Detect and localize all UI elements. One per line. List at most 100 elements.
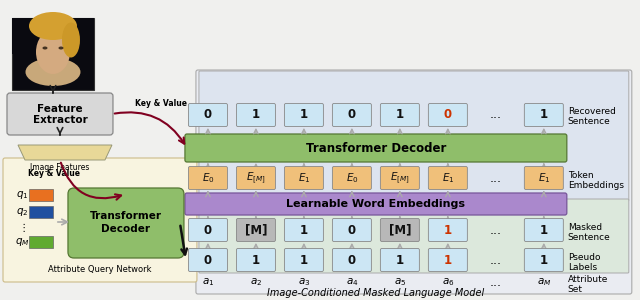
FancyBboxPatch shape (236, 248, 275, 272)
FancyBboxPatch shape (332, 103, 371, 127)
FancyBboxPatch shape (284, 167, 323, 190)
Text: 0: 0 (444, 109, 452, 122)
Text: ...: ... (490, 109, 502, 122)
Text: ...: ... (490, 172, 502, 184)
Text: $E_1$: $E_1$ (298, 171, 310, 185)
FancyBboxPatch shape (380, 218, 419, 242)
FancyBboxPatch shape (524, 103, 563, 127)
FancyBboxPatch shape (380, 248, 419, 272)
FancyBboxPatch shape (524, 248, 563, 272)
Text: 1: 1 (300, 109, 308, 122)
Text: $E_1$: $E_1$ (538, 171, 550, 185)
Text: Attribute Query Network: Attribute Query Network (48, 266, 152, 274)
FancyBboxPatch shape (284, 218, 323, 242)
Text: $E_{[M]}$: $E_{[M]}$ (246, 170, 266, 186)
Text: ...: ... (490, 275, 502, 289)
FancyBboxPatch shape (236, 218, 275, 242)
FancyBboxPatch shape (284, 248, 323, 272)
FancyBboxPatch shape (196, 70, 632, 294)
Text: Transformer Decoder: Transformer Decoder (306, 142, 446, 154)
Text: Image Features: Image Features (30, 163, 90, 172)
Text: $q_M$: $q_M$ (15, 236, 29, 248)
Text: Transformer: Transformer (90, 211, 162, 221)
Text: Set: Set (568, 284, 583, 293)
Polygon shape (18, 145, 112, 160)
Ellipse shape (42, 46, 47, 50)
Text: [M]: [M] (388, 224, 411, 236)
Text: Token: Token (568, 170, 593, 179)
Text: Attribute: Attribute (568, 274, 608, 284)
Ellipse shape (29, 12, 77, 40)
Text: $q_1$: $q_1$ (16, 189, 28, 201)
Ellipse shape (26, 58, 81, 86)
FancyBboxPatch shape (29, 189, 53, 201)
FancyBboxPatch shape (380, 167, 419, 190)
FancyBboxPatch shape (236, 167, 275, 190)
FancyBboxPatch shape (7, 93, 113, 135)
FancyBboxPatch shape (428, 218, 467, 242)
Text: ...: ... (490, 224, 502, 236)
Text: 1: 1 (444, 254, 452, 266)
FancyBboxPatch shape (29, 206, 53, 218)
Text: 1: 1 (444, 224, 452, 236)
FancyBboxPatch shape (428, 248, 467, 272)
FancyBboxPatch shape (332, 248, 371, 272)
FancyBboxPatch shape (12, 18, 94, 54)
Text: $E_{[M]}$: $E_{[M]}$ (390, 170, 410, 186)
FancyBboxPatch shape (188, 248, 227, 272)
Text: [M]: [M] (244, 224, 267, 236)
Text: 1: 1 (396, 254, 404, 266)
Text: Key & Value: Key & Value (135, 100, 187, 109)
Text: $q_2$: $q_2$ (16, 206, 28, 218)
FancyBboxPatch shape (199, 199, 629, 273)
Text: Key & Value: Key & Value (28, 169, 80, 178)
FancyBboxPatch shape (428, 167, 467, 190)
Text: $a_1$: $a_1$ (202, 276, 214, 288)
Text: Sentence: Sentence (568, 232, 611, 242)
Text: Masked: Masked (568, 223, 602, 232)
FancyBboxPatch shape (332, 218, 371, 242)
FancyBboxPatch shape (29, 236, 53, 248)
Text: 1: 1 (300, 254, 308, 266)
Text: $E_0$: $E_0$ (202, 171, 214, 185)
Text: Image-Conditioned Masked Language Model: Image-Conditioned Masked Language Model (268, 288, 484, 298)
Text: $a_4$: $a_4$ (346, 276, 358, 288)
FancyBboxPatch shape (428, 103, 467, 127)
Text: 0: 0 (204, 254, 212, 266)
Text: $a_3$: $a_3$ (298, 276, 310, 288)
FancyBboxPatch shape (284, 103, 323, 127)
Text: Recovered: Recovered (568, 107, 616, 116)
Text: $\vdots$: $\vdots$ (18, 220, 26, 233)
Text: Extractor: Extractor (33, 115, 87, 125)
Text: 1: 1 (540, 254, 548, 266)
Text: $a_6$: $a_6$ (442, 276, 454, 288)
Text: Learnable Word Embeddings: Learnable Word Embeddings (286, 199, 465, 209)
Text: 1: 1 (300, 224, 308, 236)
FancyBboxPatch shape (524, 167, 563, 190)
FancyBboxPatch shape (185, 134, 567, 162)
Text: 0: 0 (348, 254, 356, 266)
Text: $a_2$: $a_2$ (250, 276, 262, 288)
FancyBboxPatch shape (68, 188, 184, 258)
FancyBboxPatch shape (12, 18, 94, 90)
FancyBboxPatch shape (185, 193, 567, 215)
Text: 1: 1 (540, 224, 548, 236)
FancyBboxPatch shape (188, 103, 227, 127)
Text: 1: 1 (540, 109, 548, 122)
Text: 0: 0 (204, 224, 212, 236)
Ellipse shape (62, 22, 80, 58)
Ellipse shape (58, 46, 63, 50)
Text: Labels: Labels (568, 262, 597, 272)
Ellipse shape (36, 30, 70, 74)
Text: ...: ... (490, 254, 502, 266)
Text: 0: 0 (348, 224, 356, 236)
Text: Embeddings: Embeddings (568, 181, 624, 190)
Text: Pseudo: Pseudo (568, 253, 600, 262)
Text: Decoder: Decoder (102, 224, 150, 234)
Text: 0: 0 (348, 109, 356, 122)
FancyBboxPatch shape (332, 167, 371, 190)
Text: $a_5$: $a_5$ (394, 276, 406, 288)
Text: $E_1$: $E_1$ (442, 171, 454, 185)
Text: 1: 1 (252, 109, 260, 122)
FancyBboxPatch shape (188, 218, 227, 242)
